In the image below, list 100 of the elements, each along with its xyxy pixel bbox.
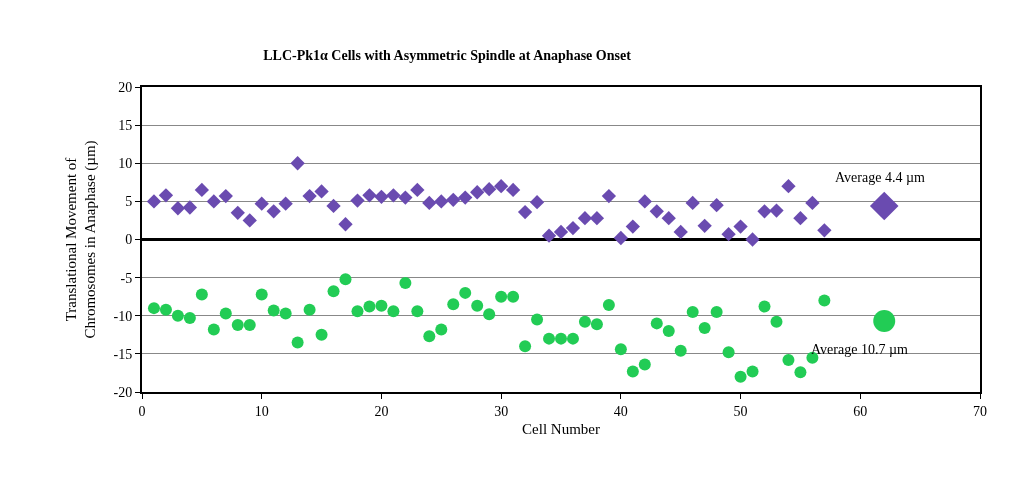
y-tick-label: 10 [118, 156, 133, 172]
point [230, 205, 245, 220]
point [267, 304, 280, 317]
point [873, 310, 896, 333]
point [781, 178, 796, 194]
point [399, 276, 412, 289]
point [411, 305, 424, 318]
point [386, 188, 401, 203]
point [218, 188, 233, 204]
point [637, 194, 652, 209]
point [698, 321, 711, 334]
point [794, 366, 807, 379]
point [613, 230, 629, 246]
chart-title: LLC-Pk1α Cells with Asymmetric Spindle at Anaphase Onset [263, 48, 632, 64]
point [483, 308, 496, 321]
point [231, 318, 244, 331]
x-tick-label: 70 [973, 403, 987, 419]
point [721, 227, 736, 242]
x-tick-label: 20 [374, 403, 389, 419]
point [722, 346, 735, 359]
point [470, 185, 485, 200]
point [626, 365, 639, 378]
annotation: Average 4.4 µm [835, 170, 925, 185]
point [195, 288, 208, 301]
point [869, 191, 899, 221]
point [362, 188, 377, 203]
point [146, 194, 162, 209]
point [327, 285, 340, 298]
point [555, 332, 567, 345]
point [423, 330, 436, 343]
point [158, 188, 174, 203]
point [519, 340, 532, 353]
point [505, 182, 521, 198]
point [649, 204, 664, 219]
point [182, 200, 198, 215]
point [374, 189, 389, 204]
point [254, 196, 269, 211]
point [625, 219, 640, 234]
point [398, 190, 413, 205]
point [302, 188, 317, 204]
point [279, 307, 292, 320]
point [171, 309, 184, 322]
point [266, 204, 281, 219]
point [410, 182, 425, 198]
point [793, 211, 808, 226]
point [541, 228, 557, 243]
point [507, 290, 520, 303]
point [817, 223, 832, 238]
point [314, 184, 329, 199]
point [435, 323, 448, 336]
point [290, 156, 305, 171]
point [805, 195, 820, 211]
y-axis-title: Translational Movement of Chromosomes in Anaphase (µm) [62, 140, 100, 339]
point [662, 325, 675, 337]
point [363, 300, 376, 313]
y-tick-label: -5 [120, 270, 133, 286]
point [650, 317, 663, 330]
point [315, 328, 328, 341]
point [243, 318, 256, 331]
point [577, 211, 593, 226]
point [206, 194, 221, 209]
point [493, 178, 509, 194]
point [578, 315, 591, 328]
x-tick-label: 0 [138, 403, 146, 419]
point [242, 213, 257, 228]
point [183, 312, 196, 325]
point [291, 336, 304, 349]
x-axis-title: Cell Number [522, 421, 600, 438]
point [661, 211, 676, 226]
point [351, 305, 364, 318]
point [710, 305, 723, 318]
y-tick-label: 20 [118, 79, 133, 95]
point [757, 204, 772, 219]
point [733, 219, 748, 234]
point [758, 300, 771, 313]
point [734, 370, 747, 383]
point [303, 303, 316, 316]
point [531, 313, 544, 326]
point [782, 353, 795, 366]
point [697, 218, 712, 233]
point [709, 198, 724, 213]
x-tick-label: 60 [853, 403, 868, 419]
point [170, 201, 186, 216]
point [471, 299, 484, 312]
point [446, 192, 461, 207]
x-tick-label: 40 [613, 403, 628, 419]
point [207, 323, 220, 336]
point [326, 198, 341, 214]
point [589, 211, 605, 226]
point [422, 195, 437, 211]
point [147, 302, 160, 315]
point [387, 305, 400, 318]
point [338, 217, 353, 232]
point [482, 182, 497, 197]
y-tick-label: -20 [113, 384, 133, 400]
point [543, 332, 556, 345]
y-tick-label: 0 [125, 232, 133, 248]
point [350, 193, 365, 208]
point [159, 303, 172, 316]
point [278, 196, 293, 211]
